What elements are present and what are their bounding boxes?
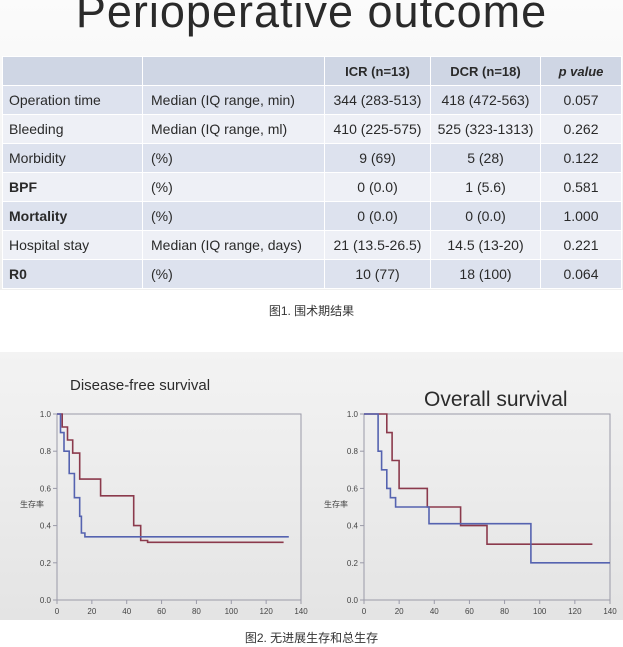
x-tick-label: 40 <box>122 607 131 616</box>
row-icr-value: 9 (69) <box>324 143 431 173</box>
x-tick-label: 100 <box>533 607 547 616</box>
survival-curve-blue <box>57 413 289 538</box>
row-icr-value: 344 (283-513) <box>324 85 431 115</box>
x-tick-label: 120 <box>568 607 582 616</box>
row-dcr-value: 0 (0.0) <box>430 201 541 231</box>
header-item <box>2 56 143 86</box>
y-tick-label: 1.0 <box>40 410 52 419</box>
table-row: R0 (%) 10 (77) 18 (100) 0.064 <box>2 259 622 289</box>
table-row: BPF (%) 0 (0.0) 1 (5.6) 0.581 <box>2 172 622 202</box>
row-item-label: Bleeding <box>2 114 143 144</box>
y-tick-label: 0.6 <box>40 484 52 493</box>
header-dcr: DCR (n=18) <box>430 56 541 86</box>
x-tick-label: 60 <box>465 607 474 616</box>
row-icr-value: 0 (0.0) <box>324 201 431 231</box>
y-tick-label: 0.0 <box>347 596 359 605</box>
y-tick-label: 0.8 <box>347 447 359 456</box>
x-tick-label: 0 <box>55 607 60 616</box>
x-tick-label: 80 <box>500 607 509 616</box>
table-row: Mortality (%) 0 (0.0) 0 (0.0) 1.000 <box>2 201 622 231</box>
header-icr: ICR (n=13) <box>324 56 431 86</box>
row-item-label: BPF <box>2 172 143 202</box>
plot-frame <box>56 413 302 601</box>
y-tick-label: 0.4 <box>40 522 52 531</box>
row-icr-value: 0 (0.0) <box>324 172 431 202</box>
row-item-label: Hospital stay <box>2 230 143 260</box>
survival-curve-red <box>364 413 593 545</box>
y-axis-label: 生存率 <box>324 499 348 509</box>
survival-curve-blue <box>364 413 610 564</box>
table-header-row: ICR (n=13) DCR (n=18) p value <box>2 56 622 86</box>
row-p-value: 0.057 <box>540 85 622 115</box>
row-p-value: 0.262 <box>540 114 622 144</box>
figure1-caption: 图1. 围术期结果 <box>268 304 355 318</box>
slide-survival-curves: Disease-free survival 生存率 0.0 0.2 0.4 0.6 0.8 1… <box>0 352 623 620</box>
row-stat-type: (%) <box>142 259 325 289</box>
y-tick-label: 1.0 <box>347 410 359 419</box>
x-tick-label: 60 <box>157 607 166 616</box>
row-icr-value: 10 (77) <box>324 259 431 289</box>
y-tick-label: 0.2 <box>347 559 359 568</box>
y-tick-label: 0.2 <box>40 559 52 568</box>
row-stat-type: (%) <box>142 143 325 173</box>
row-p-value: 0.221 <box>540 230 622 260</box>
row-item-label: Mortality <box>2 201 143 231</box>
row-p-value: 0.122 <box>540 143 622 173</box>
row-dcr-value: 18 (100) <box>430 259 541 289</box>
row-p-value: 1.000 <box>540 201 622 231</box>
x-tick-label: 140 <box>603 607 617 616</box>
row-dcr-value: 418 (472-563) <box>430 85 541 115</box>
row-item-label: Morbidity <box>2 143 143 173</box>
row-stat-type: (%) <box>142 201 325 231</box>
row-item-label: R0 <box>2 259 143 289</box>
y-tick-label: 0.4 <box>347 522 359 531</box>
table-row: Morbidity (%) 9 (69) 5 (28) 0.122 <box>2 143 622 173</box>
header-stat <box>142 56 325 86</box>
table-row: Operation time Median (IQ range, min) 344 … <box>2 85 622 115</box>
x-tick-label: 40 <box>430 607 439 616</box>
slide-title: Perioperative outcome <box>75 0 548 37</box>
row-stat-type: Median (IQ range, days) <box>142 230 325 260</box>
row-dcr-value: 1 (5.6) <box>430 172 541 202</box>
row-dcr-value: 14.5 (13-20) <box>430 230 541 260</box>
row-p-value: 0.581 <box>540 172 622 202</box>
x-tick-label: 100 <box>225 607 239 616</box>
figure2-caption: 图2. 无进展生存和总生存 <box>244 631 379 645</box>
row-p-value: 0.064 <box>540 259 622 289</box>
slide-perioperative-outcome: Perioperative outcome ICR (n=13) DCR (n=… <box>0 0 623 290</box>
header-p-value: p value <box>540 56 622 86</box>
y-axis-label: 生存率 <box>20 499 44 509</box>
survival-curve-red <box>57 413 284 544</box>
chart-title: Overall survival <box>424 388 568 411</box>
row-dcr-value: 5 (28) <box>430 143 541 173</box>
plot-frame <box>363 413 611 601</box>
table-row: Bleeding Median (IQ range, ml) 410 (225-57… <box>2 114 622 144</box>
table-body: Operation time Median (IQ range, min) 344 … <box>2 85 622 289</box>
disease-free-survival-chart: Disease-free survival 生存率 0.0 0.2 0.4 0.6 0.8 1… <box>20 377 308 616</box>
x-tick-label: 120 <box>259 607 273 616</box>
row-icr-value: 410 (225-575) <box>324 114 431 144</box>
x-tick-label: 20 <box>87 607 96 616</box>
row-stat-type: Median (IQ range, ml) <box>142 114 325 144</box>
row-stat-type: (%) <box>142 172 325 202</box>
row-icr-value: 21 (13.5-26.5) <box>324 230 431 260</box>
table-row: Hospital stay Median (IQ range, days) 21 (… <box>2 230 622 260</box>
x-tick-label: 80 <box>192 607 201 616</box>
row-item-label: Operation time <box>2 85 143 115</box>
y-tick-label: 0.0 <box>40 596 52 605</box>
outcome-table: ICR (n=13) DCR (n=18) p value Operation … <box>2 56 622 289</box>
overall-survival-chart: Overall survival 生存率 0.0 0.2 0.4 0.6 0.8 1.0 0 20… <box>324 388 617 616</box>
x-tick-label: 20 <box>395 607 404 616</box>
x-tick-label: 0 <box>362 607 367 616</box>
row-stat-type: Median (IQ range, min) <box>142 85 325 115</box>
y-tick-label: 0.8 <box>40 447 52 456</box>
row-dcr-value: 525 (323-1313) <box>430 114 541 144</box>
y-tick-label: 0.6 <box>347 484 359 493</box>
x-tick-label: 140 <box>294 607 308 616</box>
chart-title: Disease-free survival <box>70 377 210 394</box>
